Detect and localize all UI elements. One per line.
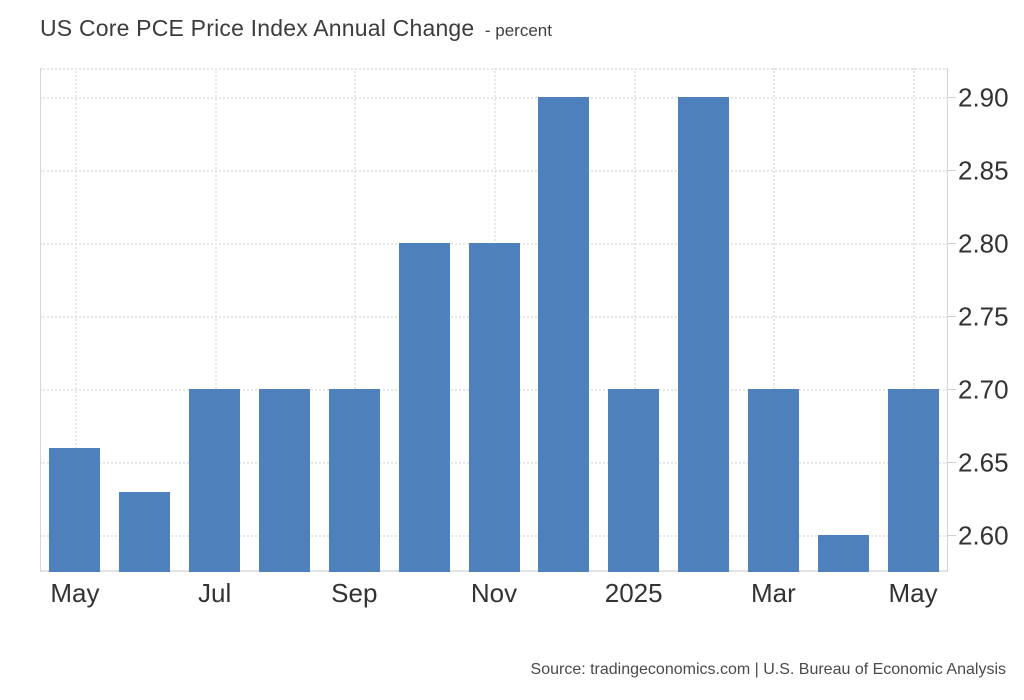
y-axis-label-2.70: 2.70 [958,374,1009,405]
x-axis-label-2025: 2025 [604,578,663,608]
y-axis-label-2.75: 2.75 [958,301,1009,332]
y-tick-mark-2.75 [948,316,956,318]
bar-sep-2024[interactable] [328,389,380,572]
x-axis-label-jul: Jul [197,578,232,608]
y-tick-mark-2.65 [948,462,956,464]
x-gridline-2025 [633,68,636,572]
x-axis-label-mar: Mar [750,578,796,608]
bar-may-2025[interactable] [887,389,939,572]
plot-area [40,68,948,572]
bar-jun-2024[interactable] [119,491,171,572]
x-axis-label-nov: Nov [470,578,518,608]
bar-jan-2025[interactable] [608,389,660,572]
x-gridline-mar [773,68,776,572]
y-axis-label-2.85: 2.85 [958,155,1009,186]
x-axis-label-sep: Sep [331,578,378,608]
chart-unit-subtitle: - percent [484,21,552,40]
y-axis-line [947,68,948,572]
bar-oct-2024[interactable] [398,243,450,572]
bar-mar-2025[interactable] [747,389,799,572]
y-axis-label-2.65: 2.65 [958,447,1009,478]
bar-jul-2024[interactable] [189,389,241,572]
y-tick-mark-2.85 [948,170,956,172]
bar-feb-2025[interactable] [678,97,730,572]
x-gridline-jul [214,68,217,572]
bar-nov-2024[interactable] [468,243,520,572]
y-tick-mark-2.90 [948,97,956,99]
x-axis-label-may: May [50,578,100,608]
y-tick-mark-2.80 [948,243,956,245]
bar-apr-2025[interactable] [817,535,869,572]
chart-title: US Core PCE Price Index Annual Change - … [40,15,552,42]
y-axis-label-2.90: 2.90 [958,82,1009,113]
bar-aug-2024[interactable] [258,389,310,572]
chart-title-text: US Core PCE Price Index Annual Change [40,15,475,41]
y-tick-mark-2.70 [948,389,956,391]
x-gridline-may [74,68,77,572]
y-axis-label-2.60: 2.60 [958,520,1009,551]
y-tick-mark-2.60 [948,535,956,537]
plot-left-border [40,68,41,572]
x-axis-label-may: May [888,578,938,608]
bar-dec-2024[interactable] [538,97,590,572]
source-attribution: Source: tradingeconomics.com | U.S. Bure… [530,661,1006,678]
y-axis-label-2.80: 2.80 [958,228,1009,259]
bar-may-2024[interactable] [49,447,101,572]
x-gridline-may [913,68,916,572]
x-gridline-sep [354,68,357,572]
